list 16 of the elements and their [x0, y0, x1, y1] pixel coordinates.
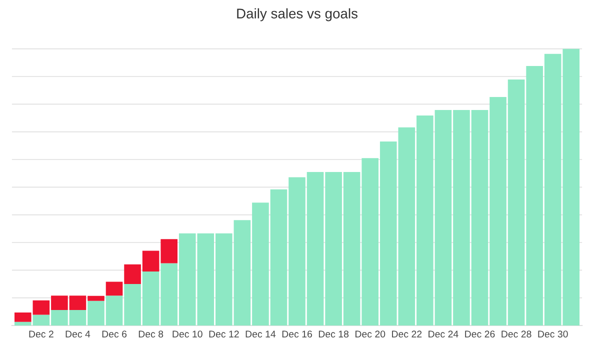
x-tick-label: Dec 30 — [538, 330, 568, 338]
x-tick-label: Dec 26 — [465, 330, 495, 338]
chart-title: Daily sales vs goals — [237, 8, 358, 22]
x-tick-label: Dec 10 — [172, 330, 202, 338]
x-tick-label: Dec 14 — [246, 330, 276, 338]
x-tick-label: Dec 28 — [502, 330, 532, 338]
x-tick-label: Dec 24 — [428, 330, 458, 338]
x-tick-label: Dec 16 — [282, 330, 312, 338]
x-tick-label: Dec 2 — [29, 330, 54, 338]
x-tick-label: Dec 22 — [392, 330, 422, 338]
x-tick-label: Dec 18 — [318, 330, 349, 338]
x-tick-label: Dec 20 — [356, 330, 386, 338]
x-tick-label: Dec 8 — [138, 330, 164, 338]
x-tick-label: Dec 12 — [209, 330, 239, 338]
x-tick-label: Dec 4 — [66, 330, 90, 338]
x-tick-label: Dec 6 — [102, 330, 127, 338]
